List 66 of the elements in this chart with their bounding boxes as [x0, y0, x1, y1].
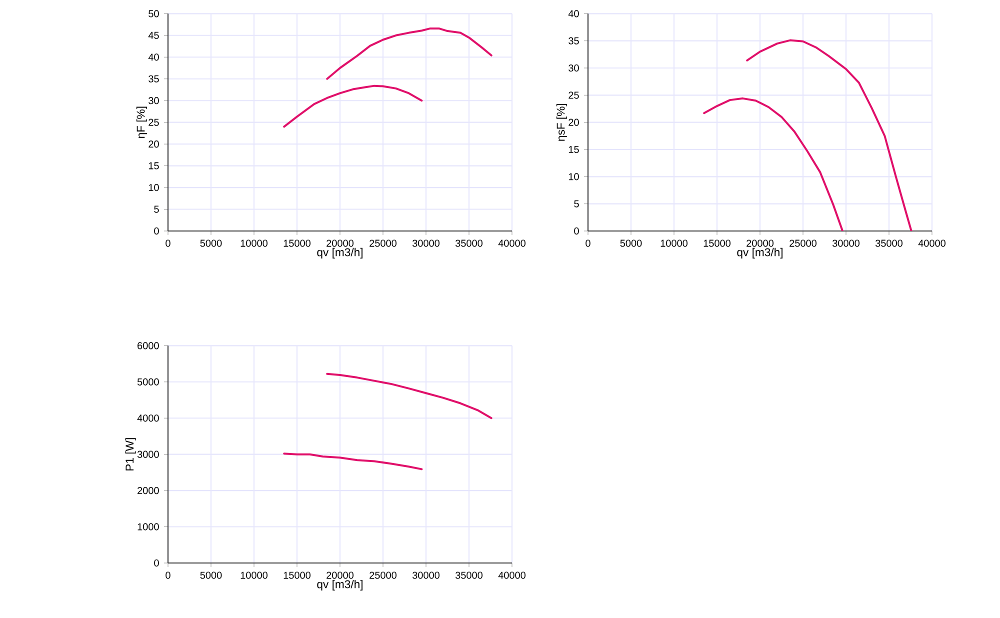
x-tick-label: 25000 — [370, 572, 396, 579]
x-tick-label: 15000 — [704, 240, 731, 247]
y-tick-label: 10 — [148, 184, 159, 192]
x-tick-label: 20000 — [326, 572, 354, 579]
x-tick-label: 20000 — [326, 240, 354, 247]
y-tick-label: 15 — [148, 162, 159, 170]
y-tick-label: 30 — [148, 97, 159, 104]
y-axis-title: P1 [W] — [125, 438, 136, 470]
x-axis-title: qv [m3/h] — [317, 248, 362, 258]
x-tick-label: 5000 — [620, 240, 642, 247]
y-tick-label: 2000 — [138, 487, 159, 494]
line-series — [283, 452, 423, 470]
x-tick-label: 5000 — [200, 572, 222, 579]
x-tick-label: 20000 — [746, 240, 774, 247]
y-tick-label: 50 — [148, 10, 159, 18]
x-tick-label: 40000 — [498, 572, 526, 579]
y-tick-label: 10 — [568, 173, 579, 180]
y-axis-title: ηsF [%] — [556, 104, 568, 141]
x-axis-title: qv [m3/h] — [317, 580, 362, 590]
x-tick-label: 0 — [166, 572, 170, 579]
x-tick-label: 10000 — [660, 240, 688, 247]
x-tick-label: 5000 — [200, 240, 222, 247]
y-tick-label: 20 — [568, 118, 579, 126]
x-tick-label: 15000 — [284, 572, 310, 579]
y-tick-label: 40 — [148, 54, 159, 61]
y-tick-label: 40 — [568, 10, 579, 18]
x-tick-label: 10000 — [240, 240, 268, 247]
x-tick-label: 35000 — [455, 240, 482, 247]
line-series — [283, 84, 423, 128]
y-tick-label: 0 — [154, 559, 159, 567]
x-tick-label: 40000 — [918, 240, 946, 247]
y-tick-label: 0 — [154, 227, 159, 235]
y-tick-label: 1000 — [138, 523, 159, 530]
x-tick-label: 25000 — [370, 240, 396, 247]
x-axis-title: qv [m3/h] — [737, 248, 782, 258]
x-tick-label: 40000 — [498, 240, 526, 247]
y-tick-label: 45 — [148, 32, 159, 39]
y-tick-label: 6000 — [138, 342, 159, 350]
y-tick-label: 35 — [568, 37, 579, 44]
y-tick-label: 3000 — [137, 450, 159, 458]
line-series — [326, 27, 492, 80]
x-tick-label: 25000 — [790, 240, 817, 247]
y-tick-label: 15 — [568, 146, 579, 153]
x-tick-label: 30000 — [412, 240, 440, 247]
y-tick-label: 5 — [154, 206, 159, 213]
y-tick-label: 25 — [148, 118, 159, 126]
x-tick-label: 10000 — [240, 572, 268, 579]
x-tick-label: 30000 — [412, 572, 440, 579]
y-tick-label: 35 — [148, 75, 159, 82]
y-axis-title: ηF [%] — [136, 106, 148, 138]
y-tick-label: 4000 — [137, 414, 159, 422]
x-tick-label: 15000 — [284, 240, 310, 247]
y-tick-label: 25 — [568, 92, 579, 99]
y-tick-label: 5 — [574, 200, 579, 208]
y-tick-label: 20 — [148, 140, 159, 148]
y-tick-label: 30 — [568, 64, 579, 72]
x-tick-label: 30000 — [832, 240, 860, 247]
x-tick-label: 35000 — [455, 572, 482, 579]
line-series — [746, 39, 912, 231]
x-tick-label: 0 — [586, 240, 590, 247]
x-tick-label: 0 — [166, 240, 170, 247]
line-series — [326, 372, 492, 420]
y-tick-label: 0 — [574, 227, 579, 235]
x-tick-label: 35000 — [875, 240, 903, 247]
y-tick-label: 5000 — [137, 378, 159, 386]
line-series — [703, 97, 844, 231]
